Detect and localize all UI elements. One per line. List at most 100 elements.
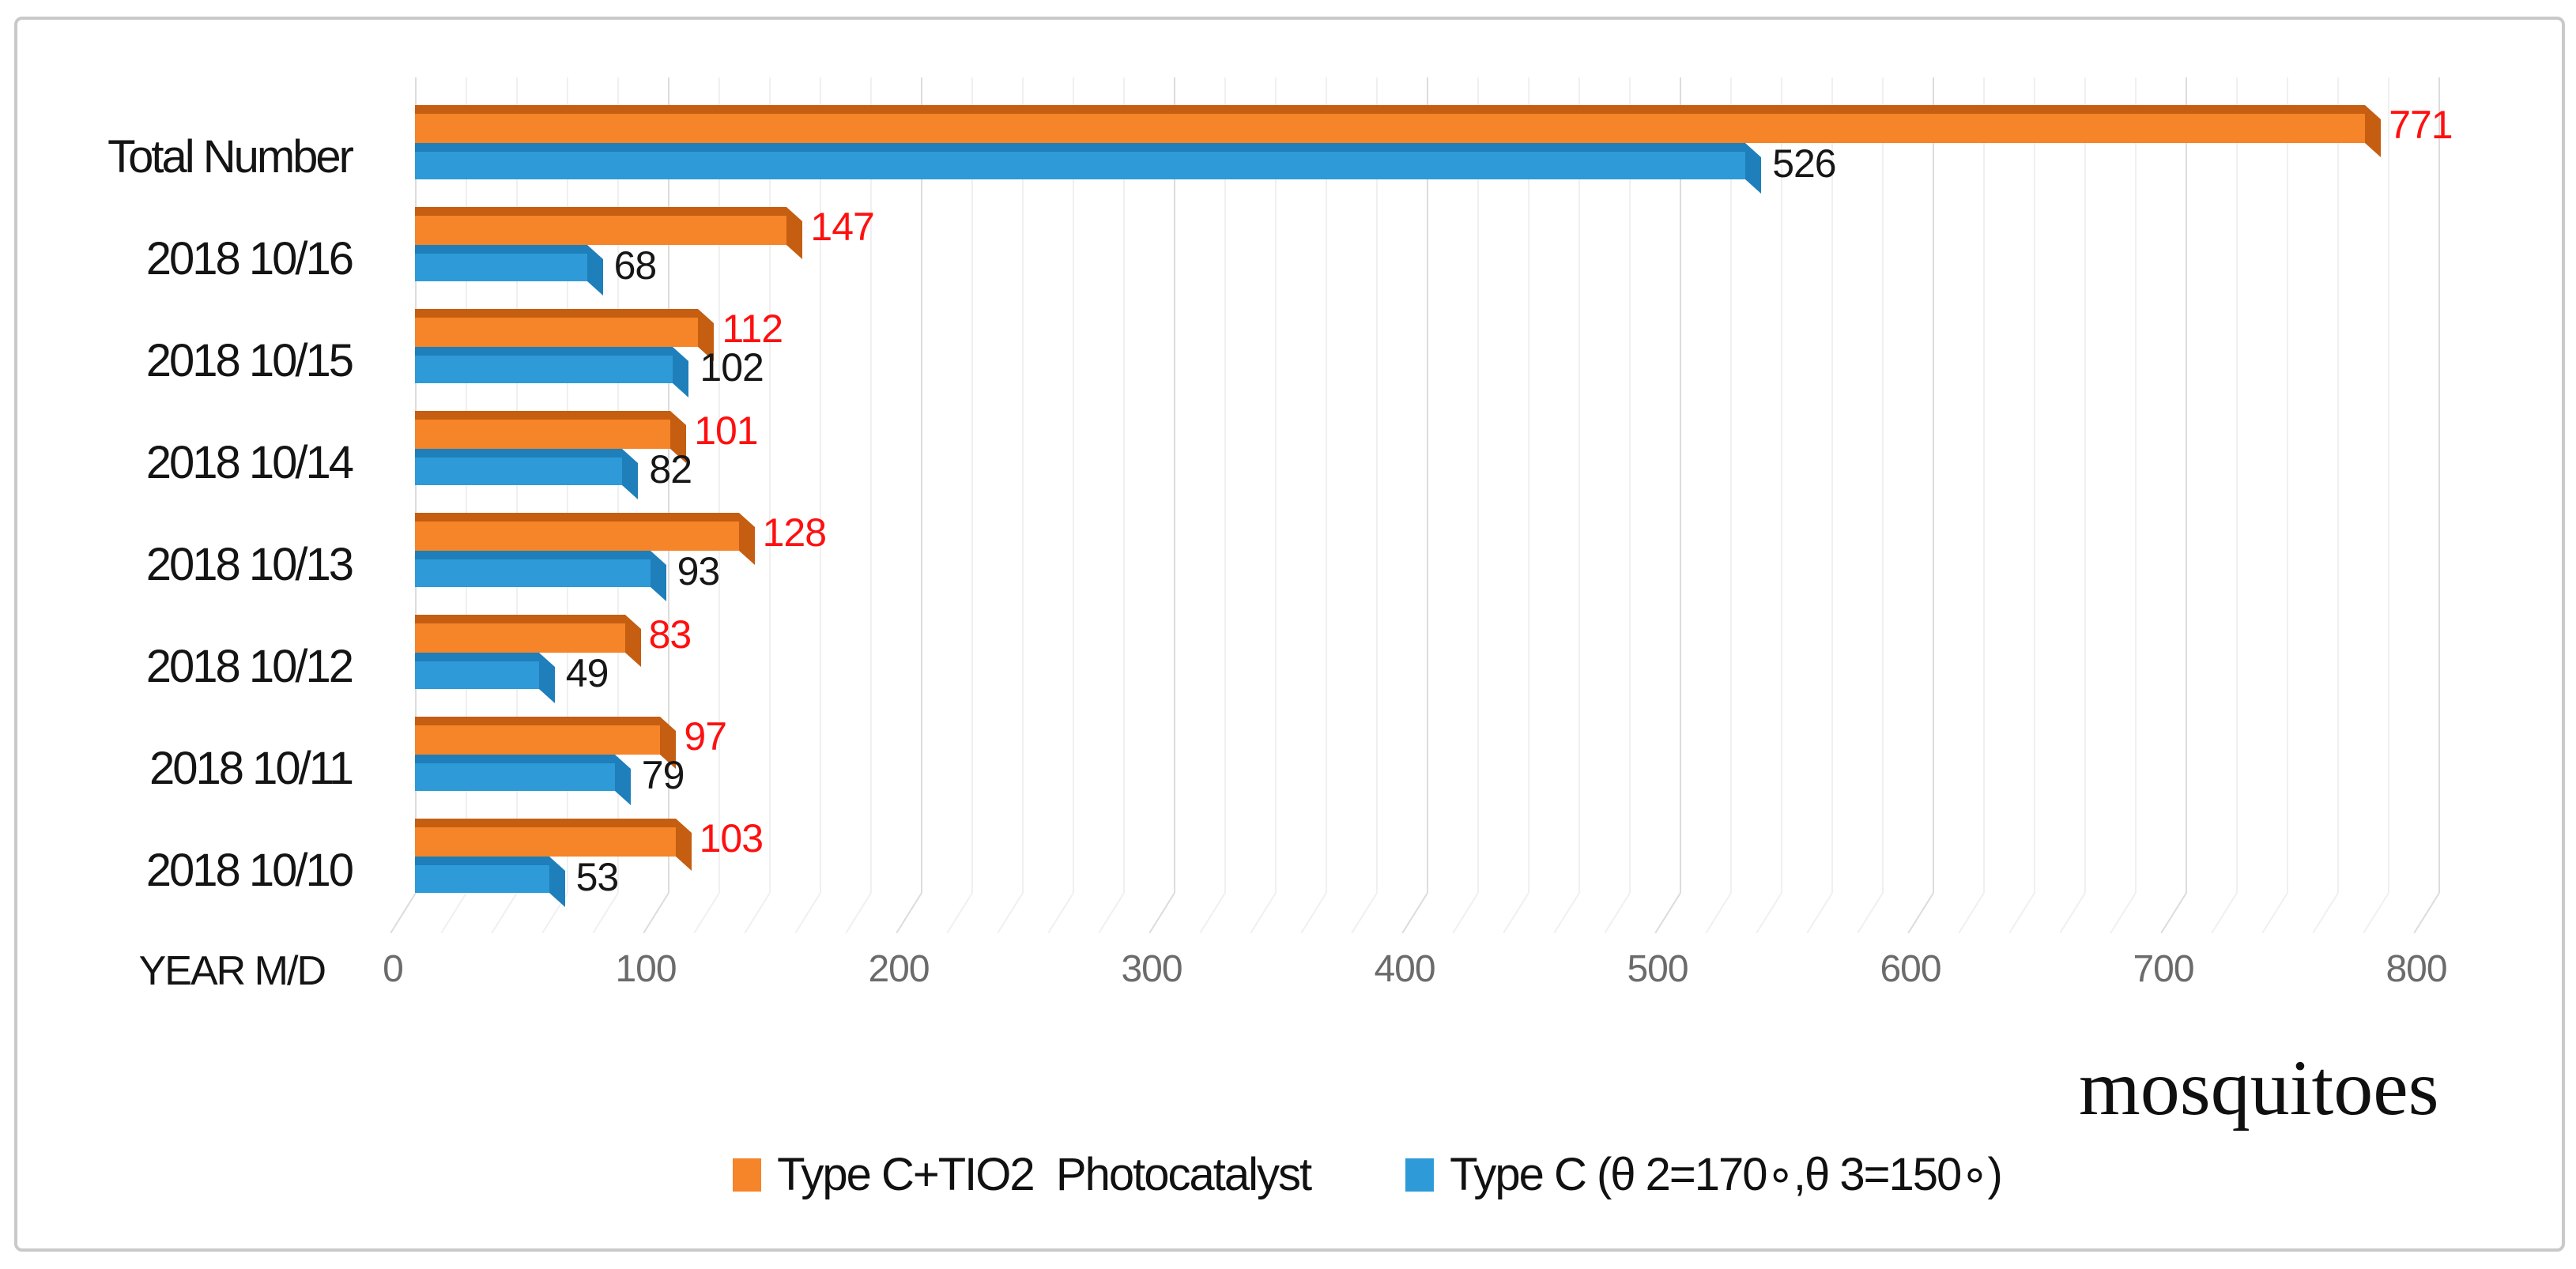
grid-foot <box>2312 892 2339 934</box>
grid-foot <box>946 892 973 934</box>
grid-line <box>617 77 619 893</box>
bar-end-face <box>549 857 565 908</box>
grid-foot <box>2160 892 2187 934</box>
bar-top-face <box>415 615 625 623</box>
value-label-orange: 103 <box>699 816 764 860</box>
legend-swatch-blue <box>1405 1158 1435 1192</box>
grid-line <box>1477 77 1479 893</box>
bar-top-face <box>415 207 787 216</box>
legend-label-type-c-tio2: Type C+TIO2 Photocatalyst <box>777 1149 1312 1200</box>
x-tick-label: 300 <box>1121 948 1182 990</box>
category-label: 2018 10/15 <box>145 335 354 386</box>
grid-line <box>820 77 821 893</box>
grid-line <box>1578 77 1580 893</box>
grid-line <box>1123 77 1125 893</box>
grid-foot <box>1098 892 1125 934</box>
bar-end-face <box>624 615 641 668</box>
x-tick-label: 0 <box>383 948 404 990</box>
grid-line <box>921 77 922 893</box>
grid-line <box>415 77 417 893</box>
bar-top-face <box>415 551 651 559</box>
grid-line <box>1224 77 1226 893</box>
grid-foot <box>2261 892 2288 934</box>
grid-line <box>466 77 467 893</box>
grid-foot <box>1199 892 1226 934</box>
x-tick-label: 400 <box>1374 948 1435 990</box>
value-label-blue: 53 <box>575 855 620 899</box>
grid-foot <box>1300 892 1327 934</box>
grid-foot <box>845 892 872 934</box>
bar-type-c <box>415 347 689 398</box>
grid-foot <box>794 892 821 934</box>
bar-type-c-tio2-photocatalyst <box>415 717 677 770</box>
grid-foot <box>1401 892 1428 934</box>
grid-foot <box>2008 892 2035 934</box>
grid-foot <box>1756 892 1782 934</box>
grid-foot <box>896 892 922 934</box>
legend-item-type-c: Type C (θ 2=170∘,θ 3=150∘) <box>1405 1149 2003 1200</box>
bar-type-c-tio2-photocatalyst <box>415 105 2382 158</box>
grid-line <box>1174 77 1175 893</box>
grid-foot <box>2413 892 2440 934</box>
bar-top-face <box>415 347 673 356</box>
grid-foot <box>2363 892 2389 934</box>
bar-type-c <box>415 755 631 806</box>
grid-foot <box>1351 892 1378 934</box>
grid-line <box>718 77 720 893</box>
x-tick-label: 500 <box>1627 948 1688 990</box>
grid-line <box>2236 77 2238 893</box>
chart-annotation: mosquitoes <box>2079 1044 2439 1132</box>
bar-end-face <box>786 207 803 260</box>
grid-line <box>1831 77 1833 893</box>
grid-foot <box>1907 892 1934 934</box>
value-label-blue: 49 <box>565 651 609 695</box>
bar-top-face <box>415 857 549 865</box>
grid-line <box>1326 77 1327 893</box>
grid-line <box>1781 77 1782 893</box>
grid-foot <box>2110 892 2137 934</box>
grid-line <box>1680 77 1681 893</box>
bar-type-c-tio2-photocatalyst <box>415 615 641 668</box>
x-tick-label: 600 <box>1880 948 1941 990</box>
bar-top-face <box>415 755 615 763</box>
bar-top-face <box>415 143 1746 152</box>
grid-line <box>1730 77 1732 893</box>
grid-line <box>1528 77 1529 893</box>
grid-foot <box>1806 892 1833 934</box>
bar-top-face <box>415 819 676 827</box>
bar-end-face <box>538 653 555 704</box>
bar-top-face <box>415 105 2366 114</box>
grid-line <box>1427 77 1428 893</box>
grid-line <box>567 77 568 893</box>
grid-foot <box>1503 892 1529 934</box>
grid-line <box>1376 77 1378 893</box>
bar-type-c-tio2-photocatalyst <box>415 309 715 362</box>
value-label-orange: 147 <box>810 205 874 249</box>
value-label-blue: 79 <box>641 753 685 797</box>
grid-line <box>2135 77 2137 893</box>
bar-end-face <box>622 449 639 500</box>
grid-line <box>668 77 669 893</box>
legend: Type C+TIO2 Photocatalyst Type C (θ 2=17… <box>0 1152 2576 1198</box>
category-label: 2018 10/12 <box>145 641 354 692</box>
bar-top-face <box>415 717 661 725</box>
bar-top-face <box>415 411 671 420</box>
grid-line <box>516 77 518 893</box>
grid-foot <box>1705 892 1732 934</box>
grid-foot <box>1654 892 1681 934</box>
category-label: Total Number <box>107 131 354 183</box>
bar-type-c-tio2-photocatalyst <box>415 819 692 872</box>
category-label: 2018 10/16 <box>145 233 354 284</box>
x-tick-label: 700 <box>2133 948 2194 990</box>
value-label-orange: 101 <box>694 409 758 453</box>
grid-line <box>1629 77 1631 893</box>
grid-foot <box>1148 892 1175 934</box>
bar-top-face <box>415 653 539 661</box>
grid-line <box>1882 77 1884 893</box>
legend-label-type-c: Type C (θ 2=170∘,θ 3=150∘) <box>1450 1149 2003 1200</box>
grid-line <box>2034 77 2035 893</box>
grid-foot <box>1553 892 1580 934</box>
bar-end-face <box>675 819 692 872</box>
grid-foot <box>1047 892 1074 934</box>
